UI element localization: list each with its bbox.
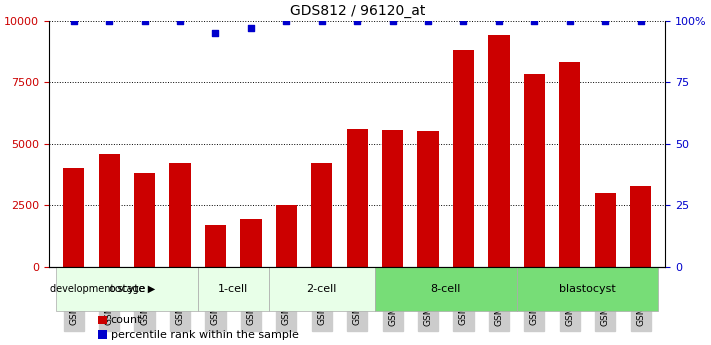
- Text: oocyte: oocyte: [108, 284, 146, 294]
- Bar: [382, 130, 403, 267]
- Bar: [205, 225, 226, 267]
- Point: [281, 18, 292, 23]
- Point: [351, 18, 363, 23]
- FancyBboxPatch shape: [198, 267, 269, 311]
- Text: percentile rank within the sample: percentile rank within the sample: [110, 330, 299, 340]
- Bar: [63, 168, 85, 267]
- Text: 1-cell: 1-cell: [218, 284, 248, 294]
- Bar: [240, 219, 262, 267]
- FancyBboxPatch shape: [269, 267, 375, 311]
- Text: blastocyst: blastocyst: [559, 284, 616, 294]
- Bar: [417, 131, 439, 267]
- Text: 2-cell: 2-cell: [306, 284, 337, 294]
- Point: [635, 18, 646, 23]
- Point: [245, 25, 257, 31]
- Point: [599, 18, 611, 23]
- Title: GDS812 / 96120_at: GDS812 / 96120_at: [289, 4, 425, 18]
- Bar: [169, 164, 191, 267]
- Bar: [98, 316, 107, 325]
- FancyBboxPatch shape: [375, 267, 517, 311]
- Point: [529, 18, 540, 23]
- Text: count: count: [110, 315, 142, 325]
- Bar: [594, 193, 616, 267]
- Bar: [524, 73, 545, 267]
- Bar: [98, 331, 107, 339]
- Bar: [559, 62, 580, 267]
- Bar: [276, 205, 297, 267]
- Point: [458, 18, 469, 23]
- FancyBboxPatch shape: [517, 267, 658, 311]
- Bar: [630, 186, 651, 267]
- Point: [139, 18, 150, 23]
- Point: [422, 18, 434, 23]
- Bar: [488, 35, 510, 267]
- Point: [210, 30, 221, 36]
- Bar: [134, 173, 155, 267]
- Point: [174, 18, 186, 23]
- Point: [493, 18, 505, 23]
- Bar: [346, 129, 368, 267]
- Bar: [311, 164, 332, 267]
- Point: [103, 18, 114, 23]
- Point: [387, 18, 398, 23]
- Text: development stage ▶: development stage ▶: [50, 284, 155, 294]
- Point: [316, 18, 328, 23]
- Point: [68, 18, 80, 23]
- Bar: [453, 50, 474, 267]
- FancyBboxPatch shape: [56, 267, 198, 311]
- Text: 8-cell: 8-cell: [431, 284, 461, 294]
- Point: [564, 18, 575, 23]
- Bar: [99, 154, 119, 267]
